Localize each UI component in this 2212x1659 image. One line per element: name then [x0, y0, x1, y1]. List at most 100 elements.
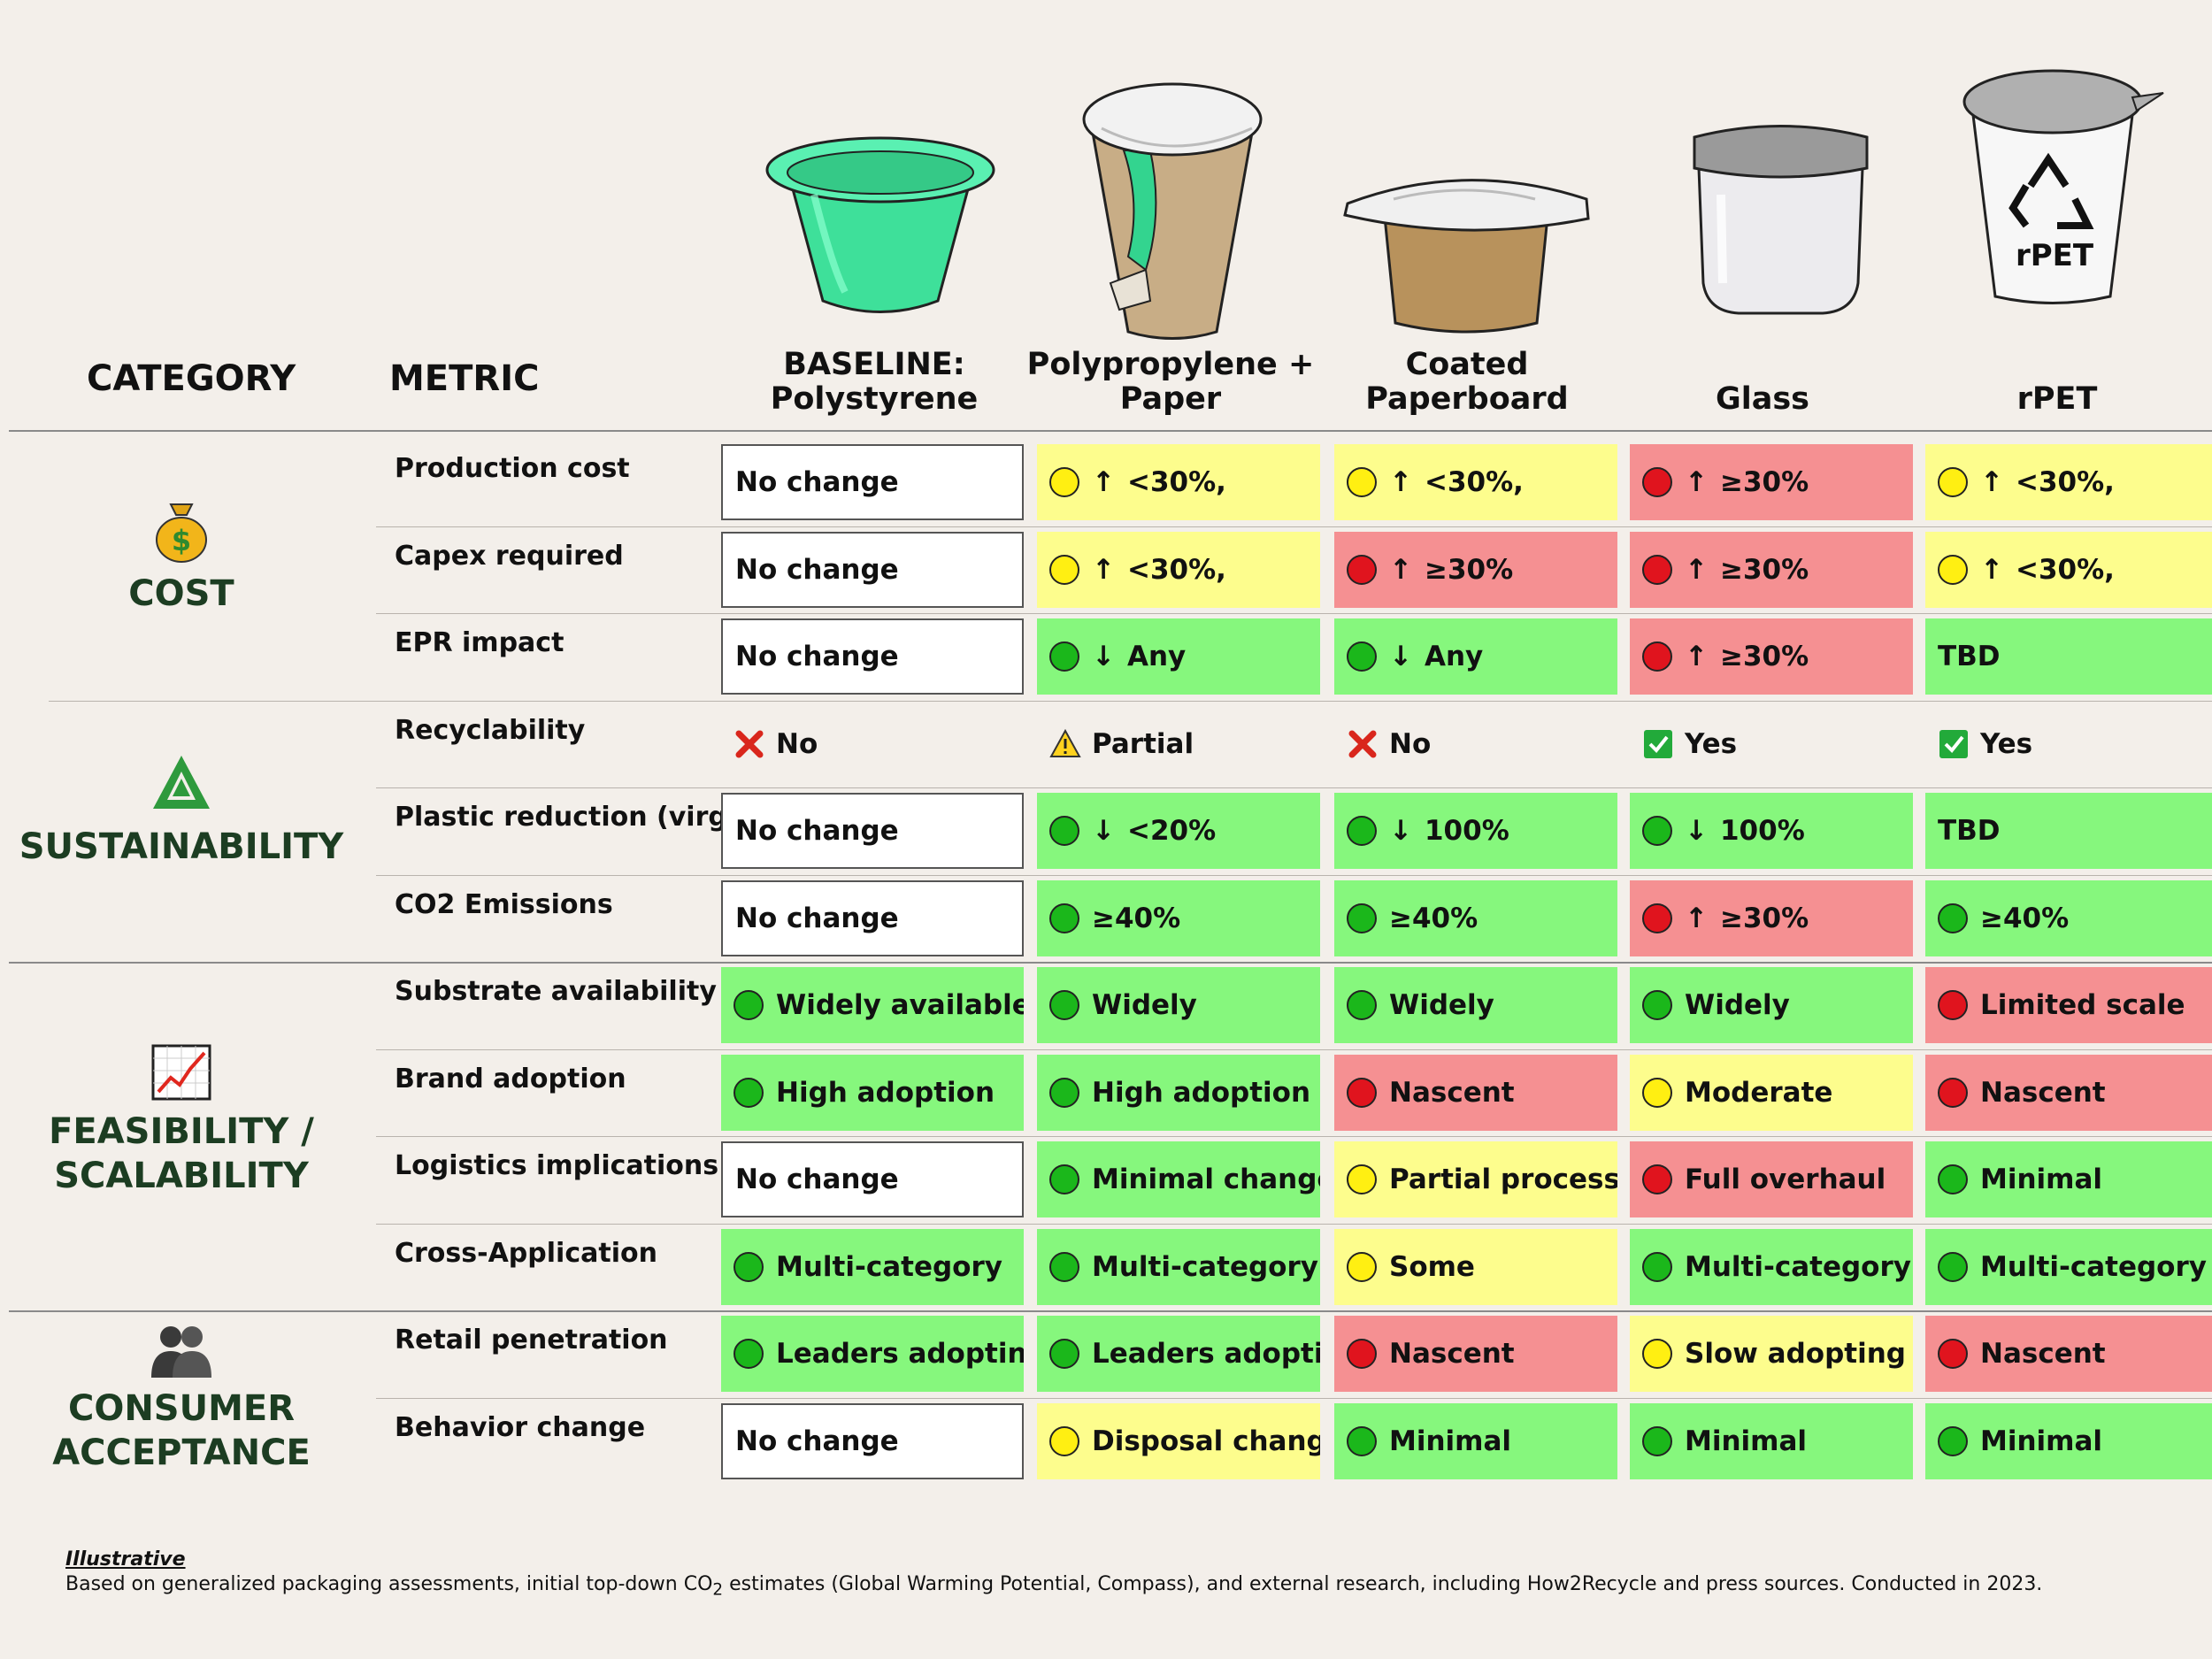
cell-text: Moderate	[1685, 1077, 1833, 1109]
metric-label: Plastic reduction (virgin)	[395, 802, 768, 833]
cross-mark-icon	[1348, 730, 1377, 758]
metric-label: EPR impact	[395, 627, 565, 658]
metric-label: CO2 Emissions	[395, 889, 613, 920]
column-header-polystyrene: BASELINE: Polystyrene	[770, 347, 979, 417]
section-divider	[9, 1310, 2212, 1312]
rating-cell: No change	[721, 1141, 1024, 1217]
yellow-status-dot	[1347, 1252, 1377, 1282]
rating-cell: Minimal	[1925, 1141, 2212, 1217]
green-status-dot	[733, 1252, 764, 1282]
rating-cell: Widely available	[721, 967, 1024, 1043]
cell-text: No change	[735, 554, 899, 586]
yellow-status-dot	[1049, 1426, 1079, 1456]
category-feasibility: FEASIBILITY / SCALABILITY	[0, 1044, 363, 1198]
rating-cell: Yes	[1925, 706, 2212, 782]
cell-text: ≥30%	[1719, 902, 1809, 934]
arrow-down-icon: ↓	[1389, 815, 1412, 847]
cell-text: High adoption	[1092, 1077, 1311, 1109]
rating-cell: Multi-category	[1925, 1229, 2212, 1305]
category-label: SUSTAINABILITY	[19, 826, 344, 867]
rating-cell: Partial	[1037, 706, 1320, 782]
rating-cell: ≥40%	[1925, 880, 2212, 956]
green-status-dot	[1347, 816, 1377, 846]
metric-label: Capex required	[395, 541, 624, 572]
cell-text: Nascent	[1389, 1338, 1515, 1370]
column-header-rpet: rPET	[2016, 381, 2098, 417]
rating-cell: No	[1334, 706, 1617, 782]
cell-text: ≥40%	[1980, 902, 2070, 934]
metric-label: Brand adoption	[395, 1064, 626, 1094]
check-mark-icon	[1644, 730, 1672, 758]
rating-cell: Limited scale	[1925, 967, 2212, 1043]
metric-label: Logistics implications	[395, 1150, 719, 1181]
green-status-dot	[1049, 990, 1079, 1020]
red-status-dot	[1642, 1164, 1672, 1194]
cell-text: 100%	[1719, 815, 1805, 847]
cell-text: Multi-category	[776, 1251, 1002, 1283]
rpet-cup-image: rPET	[1962, 69, 2164, 304]
people-icon	[151, 1326, 211, 1378]
rating-cell: ↑ ≥30%	[1630, 618, 1913, 695]
cell-text: No change	[735, 466, 899, 498]
red-status-dot	[1347, 555, 1377, 585]
rating-cell: ↑ ≥30%	[1630, 532, 1913, 608]
rating-cell: Yes	[1630, 706, 1913, 782]
green-status-dot	[733, 990, 764, 1020]
rating-cell: No change	[721, 532, 1024, 608]
category-label: FEASIBILITY /	[49, 1111, 314, 1152]
metric-label: Production cost	[395, 453, 630, 484]
rating-cell: Some	[1334, 1229, 1617, 1305]
rating-cell: ↓ <20%	[1037, 793, 1320, 869]
cell-text: Minimal	[1980, 1425, 2103, 1457]
category-label: CONSUMER	[67, 1388, 296, 1429]
cell-text: Nascent	[1980, 1077, 2106, 1109]
row-divider	[376, 875, 2212, 876]
green-status-dot	[733, 1339, 764, 1369]
rating-cell: No change	[721, 444, 1024, 520]
category-label: ACCEPTANCE	[52, 1432, 311, 1473]
rating-cell: ↑ <30%,	[1925, 444, 2212, 520]
category-label: SCALABILITY	[54, 1156, 309, 1196]
cell-text: <30%,	[1126, 554, 1226, 586]
green-status-dot	[1049, 641, 1079, 672]
rating-cell: Leaders adopting	[1037, 1316, 1320, 1392]
rating-cell: Full overhaul	[1630, 1141, 1913, 1217]
cell-text: No change	[735, 1425, 899, 1457]
metric-label: Substrate availability	[395, 976, 717, 1007]
cell-text: TBD	[1938, 815, 2001, 847]
coated-paperboard-tub-image	[1343, 179, 1590, 334]
row-divider	[376, 613, 2212, 614]
green-status-dot	[1347, 641, 1377, 672]
rating-cell: Nascent	[1334, 1316, 1617, 1392]
cell-text: ≥40%	[1092, 902, 1181, 934]
green-status-dot	[1642, 1252, 1672, 1282]
category-label: COST	[128, 573, 234, 614]
arrow-down-icon: ↓	[1389, 641, 1412, 672]
cell-text: Multi-category	[1980, 1251, 2207, 1283]
red-status-dot	[1642, 555, 1672, 585]
green-status-dot	[1938, 903, 1968, 933]
red-status-dot	[1938, 1339, 1968, 1369]
cell-text: ≥40%	[1389, 902, 1479, 934]
recycle-icon	[2008, 152, 2094, 229]
cell-text: Multi-category	[1092, 1251, 1318, 1283]
cell-text: <30%,	[1126, 466, 1226, 498]
rating-cell: ↓ Any	[1334, 618, 1617, 695]
cell-text: TBD	[1938, 641, 2001, 672]
footnote-label: Illustrative	[65, 1548, 186, 1571]
cell-text: Minimal change	[1092, 1164, 1320, 1195]
green-status-dot	[1347, 903, 1377, 933]
row-divider	[376, 787, 2212, 788]
cell-text: Slow adopting	[1685, 1338, 1906, 1370]
cell-text: Some	[1389, 1251, 1475, 1283]
footnote-text: Based on generalized packaging assessmen…	[65, 1573, 2043, 1600]
cell-text: No change	[735, 815, 899, 847]
red-status-dot	[1347, 1078, 1377, 1108]
red-status-dot	[1642, 467, 1672, 497]
cell-text: 100%	[1424, 815, 1509, 847]
rating-cell: ↓ Any	[1037, 618, 1320, 695]
arrow-up-icon: ↑	[1092, 466, 1115, 498]
category-cost: $ COST	[0, 497, 363, 616]
metric-label: Behavior change	[395, 1412, 646, 1443]
row-divider	[376, 526, 2212, 527]
